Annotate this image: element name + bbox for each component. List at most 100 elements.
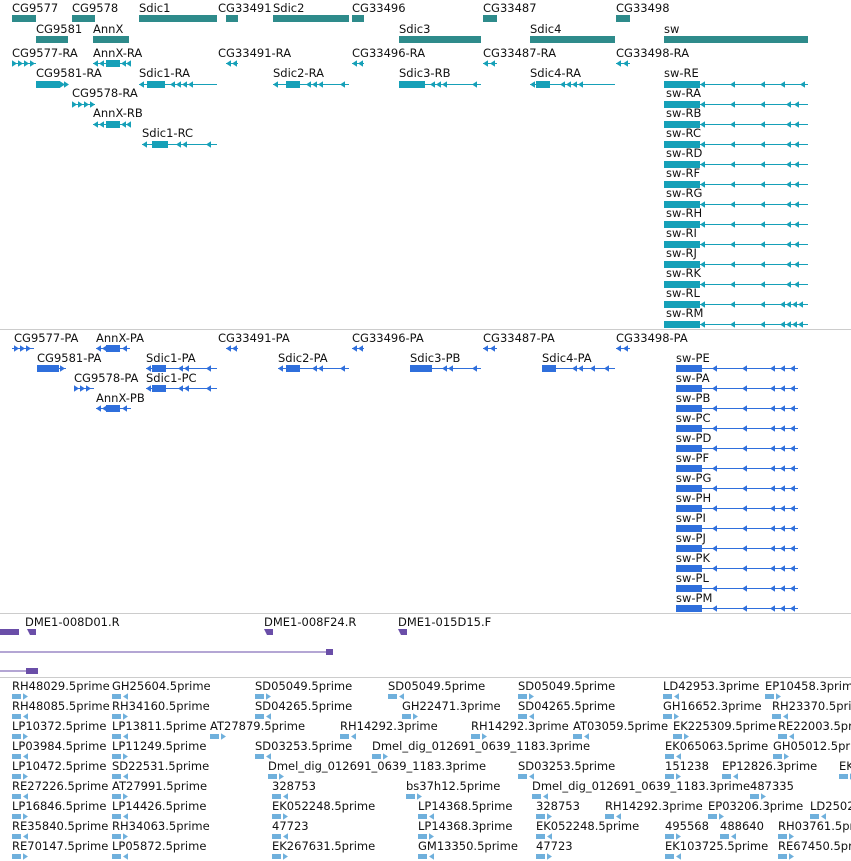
est-feature[interactable]: LP14368.5prime [418, 799, 512, 820]
est-label[interactable]: RH14292.3prime [471, 719, 569, 733]
feature-model[interactable] [72, 101, 95, 108]
protein-label[interactable]: CG33498-PA [616, 331, 688, 345]
feature-model[interactable] [664, 301, 808, 308]
feature-model[interactable] [146, 385, 217, 392]
est-label[interactable]: RH48029.5prime [12, 679, 110, 693]
feature-model[interactable] [12, 60, 36, 67]
est-label[interactable]: LP13811.5prime [112, 719, 206, 733]
est-feature[interactable]: EK225309.5prime [673, 719, 776, 740]
feature-model[interactable] [530, 81, 615, 88]
feature-model[interactable] [146, 365, 217, 372]
feature-model[interactable] [664, 241, 808, 248]
gene-feature[interactable] [12, 15, 36, 22]
est-label[interactable]: EP12826.3prime [722, 759, 817, 773]
gene-label[interactable]: CG33498 [616, 1, 670, 15]
protein-label[interactable]: sw-PG [676, 471, 711, 485]
est-feature[interactable]: LP10472.5prime [12, 759, 106, 780]
feature-model[interactable] [352, 345, 364, 352]
est-feature[interactable]: EK [839, 759, 851, 780]
gene-label[interactable]: CG9581 [36, 22, 82, 36]
est-label[interactable]: SD03253.5prime [518, 759, 615, 773]
est-label[interactable]: AT27991.5prime [112, 779, 207, 793]
est-label[interactable]: RH03761.5prime [778, 819, 851, 833]
transcript-label[interactable]: sw-RC [666, 126, 701, 140]
gene-feature[interactable] [139, 15, 217, 22]
est-feature[interactable]: LD42953.3prime [663, 679, 759, 700]
feature-model[interactable] [676, 585, 798, 592]
feature-model[interactable] [93, 60, 131, 67]
transcript-label[interactable]: CG9577-RA [12, 46, 78, 60]
est-feature[interactable]: RE70147.5prime [12, 839, 108, 860]
est-feature[interactable]: LP11249.5prime [112, 739, 206, 760]
est-feature[interactable]: Dmel_dig_012691_0639_1183.3prime [532, 779, 750, 800]
protein-label[interactable]: sw-PK [676, 551, 710, 565]
est-feature[interactable]: LP10372.5prime [12, 719, 106, 740]
est-feature[interactable]: LP14426.5prime [112, 799, 206, 820]
feature-model[interactable] [542, 365, 615, 372]
est-feature[interactable]: GH25604.5prime [112, 679, 211, 700]
est-label[interactable]: LP05872.5prime [112, 839, 206, 853]
est-label[interactable]: LP11249.5prime [112, 739, 206, 753]
est-label[interactable]: RE67450.5prime [778, 839, 851, 853]
transcript-label[interactable]: sw-RA [666, 86, 701, 100]
feature-model[interactable] [664, 141, 808, 148]
est-label[interactable]: LP03984.5prime [12, 739, 106, 753]
est-label[interactable]: RH14292.3prime [605, 799, 703, 813]
est-label[interactable]: 47723 [536, 839, 573, 853]
est-feature[interactable]: AT03059.5prime [573, 719, 668, 740]
est-label[interactable]: LP10372.5prime [12, 719, 106, 733]
est-feature[interactable]: GH22471.3prime [402, 699, 501, 720]
est-label[interactable]: 495568 [665, 819, 709, 833]
est-feature[interactable]: SD04265.5prime [255, 699, 352, 720]
gene-feature[interactable] [273, 15, 349, 22]
est-feature[interactable]: EP03206.3prime [708, 799, 803, 820]
est-feature[interactable]: LD2502 [810, 799, 851, 820]
gene-label[interactable]: Sdic1 [139, 1, 170, 15]
feature-model[interactable] [278, 365, 349, 372]
est-label[interactable]: SD22531.5prime [112, 759, 209, 773]
transcript-label[interactable]: Sdic1-RA [139, 66, 190, 80]
est-feature[interactable]: RE27226.5prime [12, 779, 108, 800]
est-label[interactable]: GM13350.5prime [418, 839, 518, 853]
est-feature[interactable]: GH05012.5prime [773, 739, 851, 760]
est-feature[interactable]: SD05049.5prime [255, 679, 352, 700]
est-feature[interactable]: 328753 [536, 799, 580, 820]
est-feature[interactable]: RH23370.5prime [772, 699, 851, 720]
gene-label[interactable]: Sdic4 [530, 22, 561, 36]
est-label[interactable]: EK225309.5prime [673, 719, 776, 733]
clone-feature[interactable] [264, 629, 273, 635]
est-feature[interactable]: EK103725.5prime [665, 839, 768, 860]
est-label[interactable]: 487335 [750, 779, 794, 793]
gene-feature[interactable] [530, 36, 615, 43]
est-feature[interactable]: 151238 [665, 759, 709, 780]
protein-label[interactable]: sw-PJ [676, 531, 706, 545]
feature-model[interactable] [96, 345, 130, 352]
est-feature[interactable]: SD03253.5prime [518, 759, 615, 780]
transcript-label[interactable]: sw-RI [666, 226, 697, 240]
transcript-label[interactable]: sw-RF [666, 166, 700, 180]
clone-feature[interactable] [398, 629, 407, 635]
feature-model[interactable] [139, 81, 217, 88]
gene-label[interactable]: Sdic3 [399, 22, 430, 36]
feature-model[interactable] [93, 121, 131, 128]
est-label[interactable]: RH48085.5prime [12, 699, 110, 713]
feature-model[interactable] [676, 545, 798, 552]
transcript-label[interactable]: CG33487-RA [483, 46, 556, 60]
est-label[interactable]: RH34160.5prime [112, 699, 210, 713]
est-feature[interactable]: SD05049.5prime [388, 679, 485, 700]
est-feature[interactable]: 47723 [272, 819, 309, 840]
est-label[interactable]: LP16846.5prime [12, 799, 106, 813]
transcript-label[interactable]: sw-RL [666, 286, 701, 300]
est-feature[interactable]: SD05049.5prime [518, 679, 615, 700]
feature-model[interactable] [74, 385, 94, 392]
est-label[interactable]: LD2502 [810, 799, 851, 813]
transcript-label[interactable]: sw-RG [666, 186, 702, 200]
est-feature[interactable]: 328753 [272, 779, 316, 800]
est-label[interactable]: GH25604.5prime [112, 679, 211, 693]
feature-model[interactable] [676, 365, 798, 372]
est-feature[interactable]: LP14368.3prime [418, 819, 512, 840]
feature-model[interactable] [664, 201, 808, 208]
gene-label[interactable]: CG33487 [483, 1, 537, 15]
est-label[interactable]: 328753 [272, 779, 316, 793]
est-feature[interactable]: SD03253.5prime [255, 739, 352, 760]
